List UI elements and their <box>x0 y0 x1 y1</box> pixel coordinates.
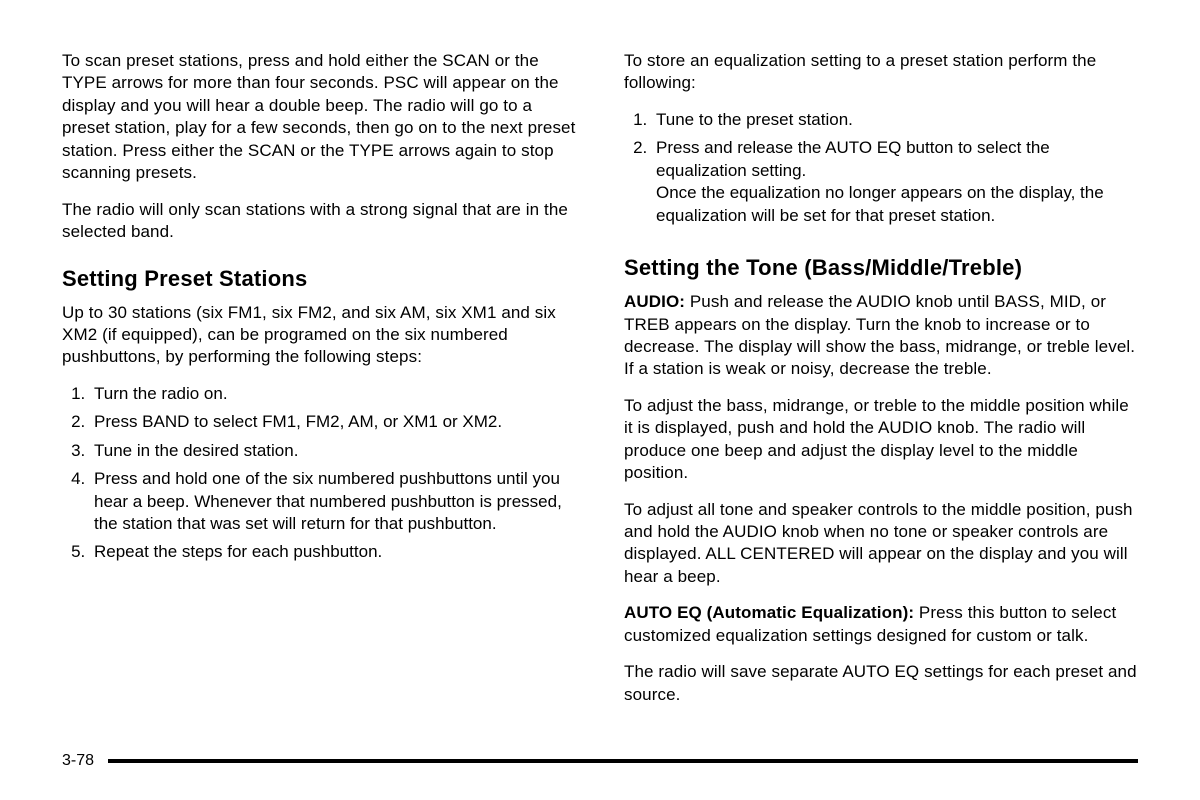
store-eq-step-2-text: Press and release the AUTO EQ button to … <box>656 138 1050 179</box>
scan-preset-paragraph: To scan preset stations, press and hold … <box>62 50 576 185</box>
footer-rule <box>108 759 1138 763</box>
audio-label: AUDIO: <box>624 292 685 311</box>
manual-page: To scan preset stations, press and hold … <box>0 0 1200 800</box>
preset-step-5: Repeat the steps for each pushbutton. <box>90 541 576 563</box>
setting-tone-heading: Setting the Tone (Bass/Middle/Treble) <box>624 255 1138 281</box>
adjust-middle-paragraph: To adjust the bass, midrange, or treble … <box>624 395 1138 485</box>
store-eq-step-1: Tune to the preset station. <box>652 109 1138 131</box>
left-column: To scan preset stations, press and hold … <box>62 50 576 742</box>
audio-text: Push and release the AUDIO knob until BA… <box>624 292 1135 378</box>
preset-step-3: Tune in the desired station. <box>90 440 576 462</box>
page-footer: 3-78 <box>62 752 1138 770</box>
adjust-all-centered-paragraph: To adjust all tone and speaker controls … <box>624 499 1138 589</box>
preset-steps-list: Turn the radio on. Press BAND to select … <box>62 383 576 570</box>
preset-step-2: Press BAND to select FM1, FM2, AM, or XM… <box>90 411 576 433</box>
preset-step-1: Turn the radio on. <box>90 383 576 405</box>
store-eq-steps-list: Tune to the preset station. Press and re… <box>624 109 1138 233</box>
preset-intro-paragraph: Up to 30 stations (six FM1, six FM2, and… <box>62 302 576 369</box>
autoeq-label: AUTO EQ (Automatic Equalization): <box>624 603 914 622</box>
store-eq-intro-paragraph: To store an equalization setting to a pr… <box>624 50 1138 95</box>
store-eq-step-2-cont: Once the equalization no longer appears … <box>656 183 1104 224</box>
right-column: To store an equalization setting to a pr… <box>624 50 1138 742</box>
preset-step-4: Press and hold one of the six numbered p… <box>90 468 576 535</box>
scan-strong-signal-paragraph: The radio will only scan stations with a… <box>62 199 576 244</box>
page-number: 3-78 <box>62 752 94 770</box>
audio-paragraph: AUDIO: Push and release the AUDIO knob u… <box>624 291 1138 381</box>
two-column-content: To scan preset stations, press and hold … <box>62 50 1138 742</box>
autoeq-paragraph: AUTO EQ (Automatic Equalization): Press … <box>624 602 1138 647</box>
autoeq-save-paragraph: The radio will save separate AUTO EQ set… <box>624 661 1138 706</box>
store-eq-step-2: Press and release the AUTO EQ button to … <box>652 137 1138 227</box>
setting-preset-stations-heading: Setting Preset Stations <box>62 266 576 292</box>
